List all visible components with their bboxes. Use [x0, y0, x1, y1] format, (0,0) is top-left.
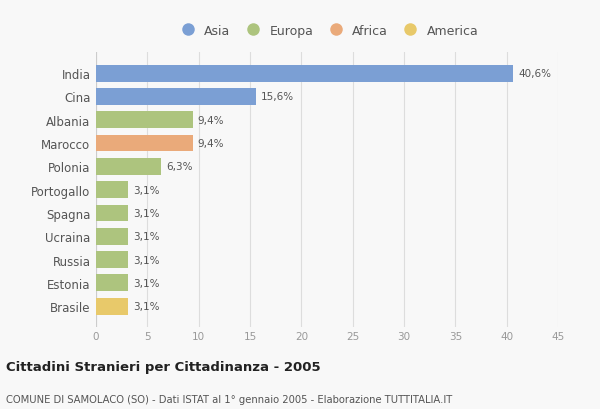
Text: 40,6%: 40,6% [518, 69, 551, 79]
Text: 3,1%: 3,1% [133, 301, 160, 311]
Text: 9,4%: 9,4% [197, 115, 224, 126]
Bar [96, 182, 128, 198]
Text: 3,1%: 3,1% [133, 231, 160, 242]
Bar [96, 112, 193, 129]
Bar [96, 65, 513, 82]
Text: COMUNE DI SAMOLACO (SO) - Dati ISTAT al 1° gennaio 2005 - Elaborazione TUTTITALI: COMUNE DI SAMOLACO (SO) - Dati ISTAT al … [6, 393, 452, 404]
Text: 3,1%: 3,1% [133, 209, 160, 218]
Text: 3,1%: 3,1% [133, 185, 160, 195]
Bar [96, 205, 128, 222]
Text: 3,1%: 3,1% [133, 255, 160, 265]
Text: 9,4%: 9,4% [197, 139, 224, 149]
Text: 6,3%: 6,3% [166, 162, 193, 172]
Bar [96, 89, 256, 106]
Bar [96, 228, 128, 245]
Bar [96, 275, 128, 292]
Legend: Asia, Europa, Africa, America: Asia, Europa, Africa, America [172, 21, 482, 41]
Text: 15,6%: 15,6% [261, 92, 295, 102]
Bar [96, 159, 161, 175]
Bar [96, 252, 128, 268]
Text: 3,1%: 3,1% [133, 278, 160, 288]
Bar [96, 298, 128, 315]
Text: Cittadini Stranieri per Cittadinanza - 2005: Cittadini Stranieri per Cittadinanza - 2… [6, 360, 320, 373]
Bar [96, 135, 193, 152]
